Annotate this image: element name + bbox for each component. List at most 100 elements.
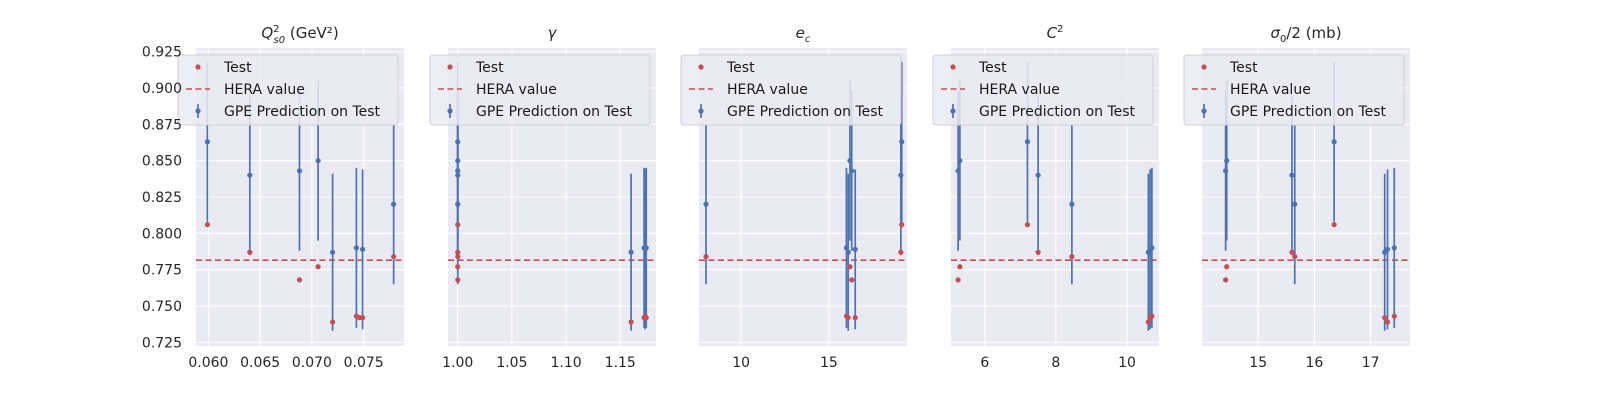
gpe-point [1391,245,1397,251]
y-tick-label: 0.825 [142,190,182,206]
gpe-point [329,249,336,255]
legend-box [177,54,399,126]
x-tick-label: 15 [820,355,838,371]
title-part: C [1047,24,1058,42]
panel-5: 15 16 17 Test HERA value GPE Prediction on Te… [1183,48,1410,371]
gpe-point [391,201,397,207]
test-point [1292,254,1298,260]
test-point [329,319,336,325]
gpe-point [957,158,963,164]
legend-label-gpe: GPE Prediction on Test [727,104,884,120]
title-part: 2 [273,24,279,35]
gpe-point [1331,139,1337,145]
gpe-point [1384,246,1391,252]
gpe-point [1224,158,1230,164]
gpe-point [1069,201,1075,207]
legend-label-gpe: GPE Prediction on Test [476,104,633,120]
x-tick-label: 0.075 [344,355,384,371]
y-tick-label: 0.725 [142,335,182,351]
gpe-point [455,201,461,207]
gpe-point [703,201,709,207]
title-part: c [805,34,811,45]
test-point [643,315,649,321]
legend-box [680,54,902,126]
panel-1: 0.060 0.065 0.070 0.075 Test HERA value GPE Pr… [177,48,404,371]
legend-label-gpe: GPE Prediction on Test [224,104,381,120]
y-tick-label: 0.800 [142,226,182,242]
test-point [315,264,321,270]
legend-label-test: Test [475,60,504,76]
panel-3: 10 15 Test HERA value GPE Prediction on Test [680,48,907,371]
x-tick-label: 10 [732,355,750,371]
test-point [898,249,904,255]
legend-label-test: Test [726,60,755,76]
test-point [455,249,461,255]
legend-box [1183,54,1405,126]
test-point [1035,249,1041,255]
legend-label-gpe: GPE Prediction on Test [979,104,1136,120]
test-point [628,319,634,325]
test-point [1331,222,1337,228]
legend-marker-gpe [698,108,704,114]
legend-label-gpe: GPE Prediction on Test [1230,104,1387,120]
title-part: (GeV²) [285,24,339,42]
gpe-point [247,172,253,178]
gpe-point [1024,139,1031,145]
x-tick-label: 1.10 [550,355,581,371]
test-point [1024,222,1031,228]
legend-marker-gpe [1201,108,1207,114]
title-part: 0 [1280,34,1286,45]
test-point [1289,249,1295,255]
gpe-point [296,168,303,174]
test-point [1223,277,1229,283]
test-point [1384,319,1391,325]
test-point [899,222,905,228]
test-point [1224,264,1230,270]
test-point [455,277,461,283]
test-point [455,254,461,260]
test-point [1145,319,1151,325]
y-tick-label: 0.750 [142,299,182,315]
x-tick-label: 1.15 [605,355,636,371]
test-point [296,277,303,283]
y-tick-label: 0.875 [142,117,182,133]
legend-label-hera: HERA value [727,82,808,98]
test-point [247,249,253,255]
x-tick-label: 0.060 [188,355,228,371]
test-point [1382,315,1388,321]
legend-marker-gpe [447,108,453,114]
gpe-point [852,246,858,252]
x-tick-label: 1.00 [442,355,473,371]
legend-box [429,54,651,126]
test-point [955,277,961,283]
test-point [1069,254,1075,260]
title-part: s0 [274,35,286,46]
legend-label-hera: HERA value [476,82,557,98]
title-part: e [796,24,805,42]
legend-marker-test [447,64,453,70]
title-part: σ [1270,24,1280,42]
gpe-point [353,245,359,251]
x-tick-label: 15 [1249,355,1267,371]
legend-label-hera: HERA value [224,82,305,98]
gpe-point [849,168,855,174]
legend-label-test: Test [223,60,252,76]
test-point [849,277,855,283]
title-part: 2 [1057,24,1063,35]
gpe-point [898,172,904,178]
test-point [455,264,461,270]
panel-2: 1.00 1.05 1.10 1.15 Test HERA value GPE Predic… [429,48,656,371]
gpe-point [360,246,366,252]
legend-marker-gpe [195,108,201,114]
panel-title: σ0/2 (mb) [1270,24,1341,45]
test-point [391,254,397,260]
test-point [1149,313,1155,319]
legend-label-test: Test [1229,60,1258,76]
legend-marker-test [1201,64,1207,70]
gpe-point [1149,245,1155,251]
x-tick-label: 17 [1362,355,1380,371]
legend-label-hera: HERA value [979,82,1060,98]
gpe-point [643,245,649,251]
legend-label-hera: HERA value [1230,82,1311,98]
